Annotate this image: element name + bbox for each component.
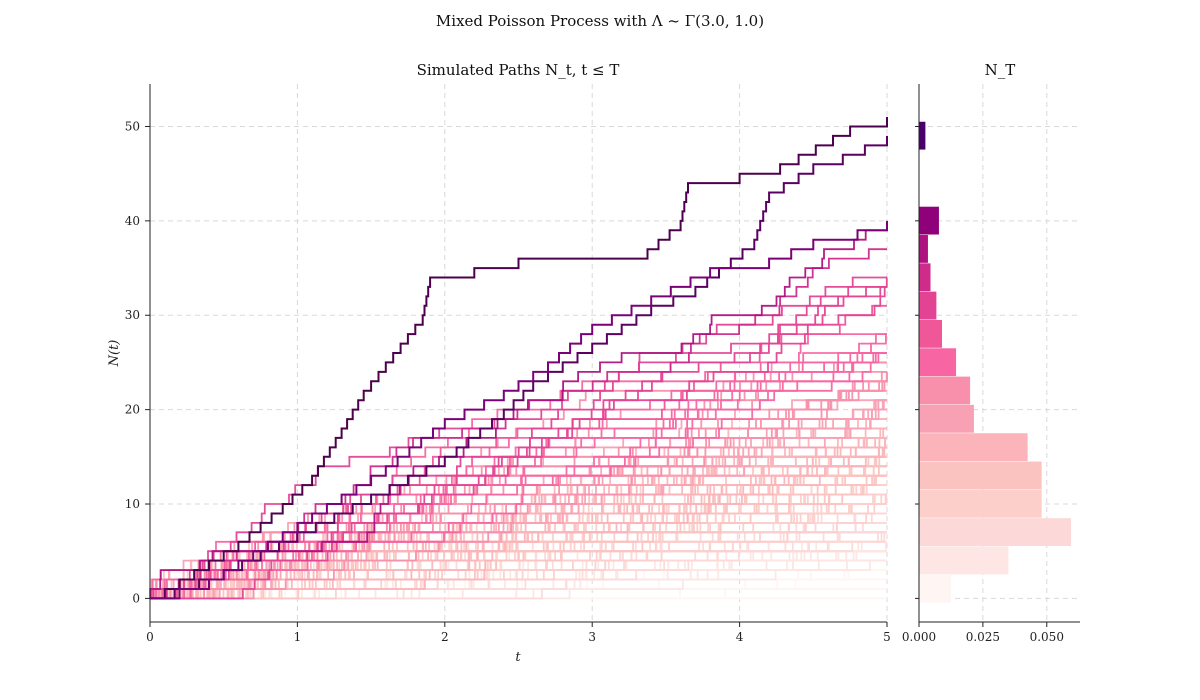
- histogram-panel: N_T 0.000 0.025 0.050: [902, 61, 1080, 644]
- x-tick-label: 0: [146, 630, 154, 644]
- y-tick-label: 10: [125, 497, 140, 511]
- path-line: [150, 569, 887, 600]
- path-line: [150, 380, 887, 600]
- path-line: [150, 569, 887, 600]
- path-line: [150, 455, 887, 600]
- path-second: [150, 135, 888, 600]
- x-tick-label: 2: [441, 630, 449, 644]
- path-max: [150, 117, 888, 600]
- histogram-bar: [919, 121, 926, 150]
- path-line: [150, 286, 887, 600]
- histogram-bar: [919, 263, 931, 292]
- histogram-bar: [919, 489, 1042, 518]
- hist-x-tick-label: 0.050: [1030, 630, 1064, 644]
- paths-x-label: t: [515, 650, 521, 665]
- histogram-bar: [919, 546, 1009, 575]
- y-tick-label: 40: [125, 214, 140, 228]
- figure-title: Mixed Poisson Process with Λ ~ Γ(3.0, 1.…: [436, 12, 764, 30]
- path-line: [150, 455, 887, 600]
- histogram-bar: [919, 433, 1028, 462]
- x-tick-label: 4: [736, 630, 744, 644]
- path-line: [150, 437, 887, 600]
- path-line: [150, 569, 887, 600]
- paths-title: Simulated Paths N_t, t ≤ T: [417, 61, 620, 79]
- y-tick-label: 0: [132, 591, 140, 605]
- paths-lines: [149, 117, 888, 600]
- y-tick-label: 50: [125, 119, 140, 133]
- histogram-bar: [919, 235, 928, 263]
- histogram-bar: [919, 348, 957, 377]
- path-line: [150, 380, 887, 600]
- histogram-bar: [919, 376, 971, 405]
- histogram-bar: [919, 574, 951, 603]
- histogram-bar: [919, 291, 937, 320]
- histogram-bars: [919, 121, 1072, 603]
- path-line: [150, 333, 887, 600]
- paths-panel: Simulated Paths N_t, t ≤ T 0 1 2 3 4 50102030…: [107, 61, 891, 665]
- path-line: [149, 286, 887, 600]
- path-line: [150, 276, 888, 600]
- histogram-bar: [919, 404, 974, 433]
- histogram-bar: [919, 518, 1072, 546]
- hist-x-tick-label: 0.025: [966, 630, 1000, 644]
- path-line: [150, 333, 887, 600]
- path-line: [150, 493, 887, 600]
- path-line: [150, 550, 887, 600]
- histogram-bar: [919, 206, 939, 235]
- path-line: [150, 437, 887, 600]
- path-line: [150, 399, 887, 600]
- y-tick-label: 20: [125, 403, 140, 417]
- x-tick-label: 1: [294, 630, 302, 644]
- path-line: [150, 522, 887, 600]
- path-line: [150, 380, 887, 600]
- path-line: [150, 569, 887, 600]
- histogram-bar: [919, 319, 942, 348]
- histogram-bar: [919, 461, 1042, 490]
- path-line: [150, 550, 887, 600]
- x-tick-label: 5: [883, 630, 891, 644]
- path-third: [150, 220, 888, 600]
- paths-y-label: N(t): [107, 340, 122, 368]
- histogram-ticks: 0.000 0.025 0.050: [902, 125, 1064, 644]
- hist-x-tick-label: 0.000: [902, 630, 936, 644]
- path-line: [150, 493, 887, 600]
- x-tick-label: 3: [588, 630, 596, 644]
- y-tick-label: 30: [125, 308, 140, 322]
- path-line: [150, 493, 887, 600]
- histogram-title: N_T: [985, 61, 1016, 79]
